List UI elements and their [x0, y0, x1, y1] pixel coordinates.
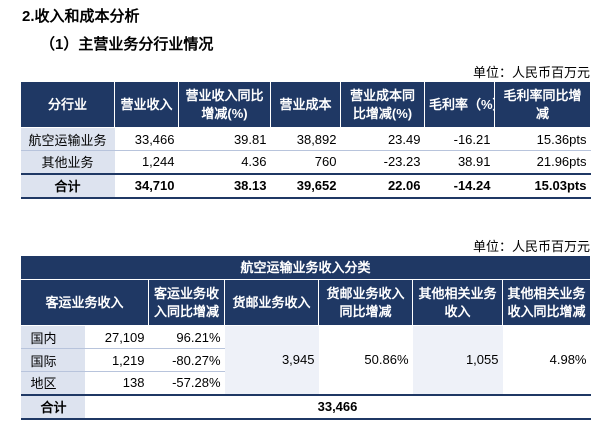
table-cell: -23.23 — [340, 150, 425, 174]
table-cell: 21.96pts — [494, 150, 591, 174]
industry-table: 分行业 营业收入 营业收入同比增减(%) 营业成本 营业成本同比增减(%) 毛利… — [20, 81, 591, 199]
table-cell: 15.03pts — [494, 172, 591, 199]
header-cell: 客运业务收入同比增减 — [148, 279, 225, 326]
table-cell: 34,710 — [114, 172, 179, 199]
header-cell: 货邮业务收入 — [224, 279, 319, 326]
header-cell: 毛利率（%） — [424, 81, 495, 128]
table-title: 航空运输业务收入分类 — [20, 255, 591, 280]
unit-label-2: 单位：人民币百万元 — [472, 239, 590, 254]
table-row: 国际 1,219 -80.27% — [20, 348, 591, 372]
region-label: 国际 — [20, 348, 85, 372]
table-cell: 23.49 — [340, 127, 425, 151]
table-header-row: 分行业 营业收入 营业收入同比增减(%) 营业成本 营业成本同比增减(%) 毛利… — [20, 81, 591, 128]
table-cell: 38,892 — [270, 127, 341, 151]
header-cell: 货邮业务收入同比增减 — [318, 279, 413, 326]
header-cell: 客运业务收入 — [20, 279, 149, 326]
header-cell: 其他相关业务收入同比增减 — [502, 279, 591, 326]
total-label: 合计 — [20, 393, 85, 420]
other-revenue: 1,055 — [412, 325, 503, 395]
header-cell: 毛利率同比增减 — [494, 81, 591, 128]
table-cell: 33,466 — [114, 127, 179, 151]
header-cell: 营业成本同比增减(%) — [340, 81, 425, 128]
region-label: 地区 — [20, 371, 85, 395]
table-cell: -14.24 — [424, 172, 495, 199]
table-cell: 760 — [270, 150, 341, 174]
unit-label-1: 单位：人民币百万元 — [472, 65, 590, 80]
table-cell: 138 — [84, 371, 149, 395]
table-cell: 4.36 — [178, 150, 271, 174]
air-transport-revenue-table: 航空运输业务收入分类 客运业务收入 客运业务收入同比增减 货邮业务收入 货邮业务… — [20, 255, 591, 420]
other-revenue-yoy: 4.98% — [502, 325, 591, 395]
section-heading: 2.收入和成本分析 — [22, 8, 140, 25]
table-cell: 38.13 — [178, 172, 271, 199]
header-cell: 营业收入同比增减(%) — [178, 81, 271, 128]
table-cell: 1,244 — [114, 150, 179, 174]
table-cell: 39,652 — [270, 172, 341, 199]
table-cell: 96.21% — [148, 325, 225, 349]
table-cell: 1,219 — [84, 348, 149, 372]
cargo-revenue: 3,945 — [224, 325, 319, 395]
table-title-row: 航空运输业务收入分类 — [20, 255, 591, 280]
region-label: 国内 — [20, 325, 85, 349]
table-cell: 27,109 — [84, 325, 149, 349]
header-cell: 其他相关业务收入 — [412, 279, 503, 326]
header-cell: 分行业 — [20, 81, 115, 128]
table-header-row: 客运业务收入 客运业务收入同比增减 货邮业务收入 货邮业务收入同比增减 其他相关… — [20, 279, 591, 326]
row-label: 合计 — [20, 172, 115, 199]
total-value: 33,466 — [84, 393, 591, 420]
header-cell: 营业成本 — [270, 81, 341, 128]
table-cell: -80.27% — [148, 348, 225, 372]
row-label: 航空运输业务 — [20, 127, 115, 151]
subsection-heading: （1）主营业务分行业情况 — [40, 36, 214, 53]
row-label: 其他业务 — [20, 150, 115, 174]
table-cell: 15.36pts — [494, 127, 591, 151]
table-cell: 22.06 — [340, 172, 425, 199]
cargo-revenue-yoy: 50.86% — [318, 325, 413, 395]
table-row: 国内 27,109 96.21% 3,945 50.86% 1,055 4.98… — [20, 325, 591, 395]
total-row: 合计 33,466 — [20, 393, 591, 420]
table-row: 航空运输业务 33,466 39.81 38,892 23.49 -16.21 … — [20, 127, 591, 151]
header-cell: 营业收入 — [114, 81, 179, 128]
table-cell: -57.28% — [148, 371, 225, 395]
table-cell: -16.21 — [424, 127, 495, 151]
total-row: 合计 34,710 38.13 39,652 22.06 -14.24 15.0… — [20, 172, 591, 199]
table-cell: 39.81 — [178, 127, 271, 151]
table-cell: 38.91 — [424, 150, 495, 174]
table-row: 其他业务 1,244 4.36 760 -23.23 38.91 21.96pt… — [20, 150, 591, 174]
